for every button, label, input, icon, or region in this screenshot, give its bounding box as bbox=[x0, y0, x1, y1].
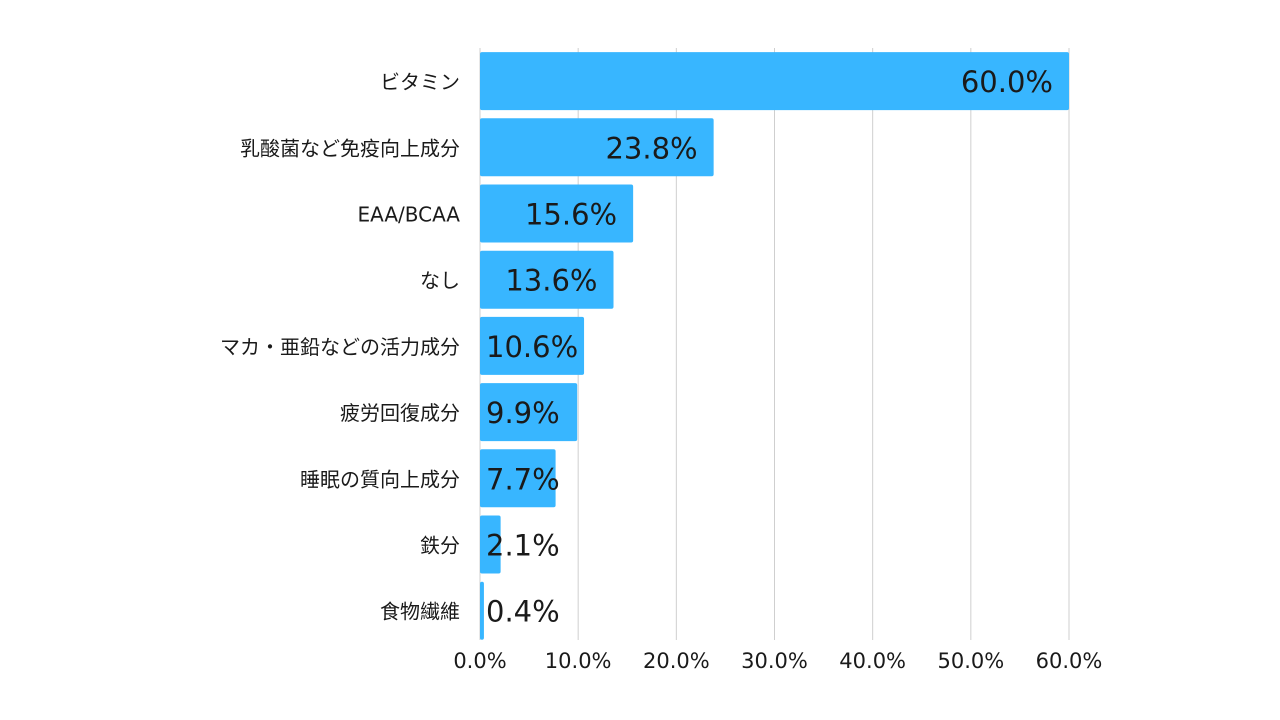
bar bbox=[480, 184, 634, 243]
category-label: EAA/BCAA bbox=[357, 203, 460, 227]
data-label: 10.6% bbox=[486, 330, 578, 364]
data-label: 9.9% bbox=[486, 396, 560, 430]
category-label: マカ・亜鉛などの活力成分 bbox=[220, 335, 460, 359]
data-label: 13.6% bbox=[505, 264, 597, 298]
bar bbox=[480, 383, 578, 442]
bar bbox=[480, 515, 501, 574]
bar bbox=[480, 581, 484, 640]
bar bbox=[480, 316, 585, 375]
x-tick-label: 40.0% bbox=[839, 649, 906, 673]
x-tick-label: 50.0% bbox=[937, 649, 1004, 673]
x-tick-label: 30.0% bbox=[741, 649, 808, 673]
category-label: 鉄分 bbox=[420, 534, 460, 558]
x-tick-label: 20.0% bbox=[643, 649, 710, 673]
category-label: 睡眠の質向上成分 bbox=[300, 467, 460, 491]
x-tick-label: 0.0% bbox=[453, 649, 506, 673]
data-label: 15.6% bbox=[525, 198, 617, 232]
bar bbox=[480, 250, 614, 309]
bar bbox=[480, 118, 714, 177]
data-label: 7.7% bbox=[486, 462, 560, 496]
category-label: なし bbox=[420, 269, 460, 293]
data-label: 0.4% bbox=[486, 595, 560, 629]
data-label: 23.8% bbox=[605, 131, 697, 165]
bar bbox=[480, 52, 1069, 111]
data-label: 2.1% bbox=[486, 529, 560, 563]
data-label: 60.0% bbox=[961, 65, 1053, 99]
category-label: 乳酸菌など免疫向上成分 bbox=[240, 136, 460, 160]
category-label: 疲労回復成分 bbox=[340, 401, 460, 425]
category-label: 食物繊維 bbox=[380, 600, 460, 624]
bar bbox=[480, 449, 556, 508]
x-tick-label: 10.0% bbox=[545, 649, 612, 673]
x-tick-label: 60.0% bbox=[1036, 649, 1103, 673]
category-label: ビタミン bbox=[380, 70, 460, 94]
